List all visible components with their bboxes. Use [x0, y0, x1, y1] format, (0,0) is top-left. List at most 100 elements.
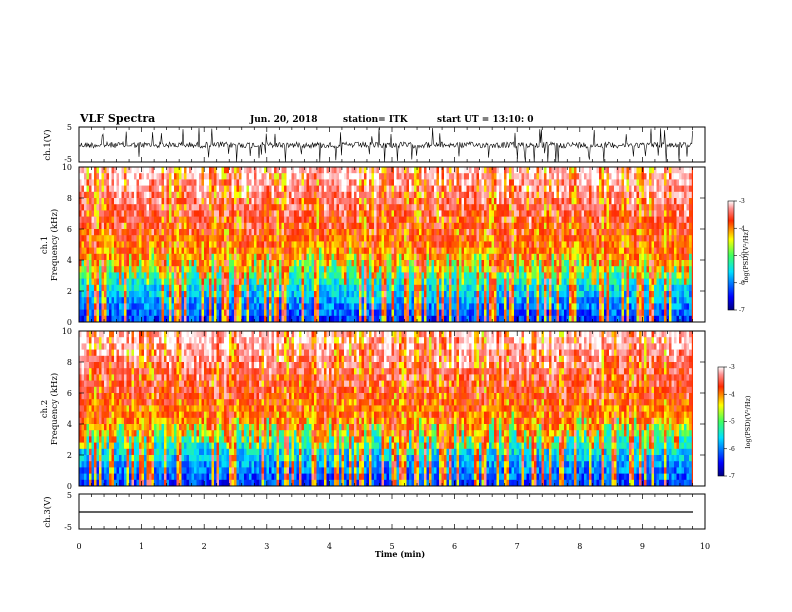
heatmap-cell	[279, 185, 282, 193]
heatmap-cell	[309, 229, 312, 236]
heatmap-cell	[204, 284, 207, 292]
heatmap-cell	[251, 291, 255, 298]
heatmap-cell	[369, 210, 372, 217]
heatmap-cell	[394, 303, 397, 310]
heatmap-cell	[194, 266, 197, 273]
heatmap-cell	[489, 278, 492, 286]
heatmap-cell	[94, 284, 97, 292]
heatmap-cell	[531, 309, 535, 317]
heatmap-cell	[221, 260, 225, 267]
heatmap-cell	[374, 204, 377, 211]
heatmap-cell	[284, 241, 287, 248]
heatmap-cell	[179, 204, 182, 211]
heatmap-cell	[464, 229, 467, 236]
heatmap-cell	[566, 210, 570, 217]
heatmap-cell	[329, 297, 332, 304]
heatmap-cell	[89, 179, 92, 186]
heatmap-cell	[96, 179, 100, 186]
heatmap-cell	[234, 229, 237, 236]
heatmap-cell	[514, 260, 517, 267]
heatmap-cell	[529, 284, 532, 292]
heatmap-cell	[499, 185, 502, 193]
heatmap-cell	[494, 253, 497, 261]
heatmap-cell	[224, 173, 227, 180]
heatmap-cell	[564, 253, 567, 261]
heatmap-cell	[296, 179, 300, 186]
heatmap-cell	[114, 272, 117, 279]
heatmap-cell	[466, 204, 470, 211]
heatmap-cell	[289, 247, 292, 255]
heatmap-cell	[279, 241, 282, 248]
heatmap-cell	[261, 216, 265, 224]
heatmap-cell	[524, 284, 527, 292]
heatmap-cell	[91, 303, 95, 310]
heatmap-cell	[289, 297, 292, 304]
heatmap-cell	[471, 210, 475, 217]
heatmap-cell	[249, 260, 252, 267]
heatmap-cell	[304, 191, 307, 199]
heatmap-cell	[366, 210, 370, 217]
heatmap-cell	[131, 204, 135, 211]
heatmap-cell	[371, 266, 375, 273]
heatmap-cell	[399, 247, 402, 255]
heatmap-cell	[331, 167, 335, 174]
heatmap-cell	[181, 173, 185, 180]
heatmap-cell	[516, 291, 520, 298]
heatmap-cell	[211, 185, 215, 193]
heatmap-cell	[146, 198, 150, 205]
heatmap-cell	[271, 235, 275, 242]
heatmap-cell	[316, 173, 320, 180]
heatmap-cell	[551, 303, 555, 310]
heatmap-cell	[561, 247, 565, 255]
heatmap-cell	[209, 309, 212, 317]
heatmap-cell	[441, 179, 445, 186]
heatmap-cell	[336, 309, 340, 317]
heatmap-cell	[86, 247, 90, 255]
heatmap-cell	[311, 253, 315, 261]
heatmap-cell	[249, 253, 252, 261]
heatmap-cell	[216, 315, 220, 323]
heatmap-cell	[414, 210, 417, 217]
heatmap-cell	[439, 247, 442, 255]
heatmap-cell	[551, 291, 555, 298]
heatmap-cell	[201, 173, 205, 180]
heatmap-cell	[526, 241, 530, 248]
heatmap-cell	[151, 173, 155, 180]
heatmap-cell	[381, 247, 385, 255]
heatmap-cell	[289, 266, 292, 273]
heatmap-cell	[196, 253, 200, 261]
heatmap-cell	[284, 315, 287, 323]
heatmap-cell	[339, 260, 342, 267]
heatmap-cell	[84, 222, 87, 230]
heatmap-cell	[466, 260, 470, 267]
heatmap-cell	[484, 297, 487, 304]
heatmap-cell	[471, 241, 475, 248]
heatmap-cell	[301, 198, 305, 205]
heatmap-cell	[291, 266, 295, 273]
heatmap-cell	[361, 253, 365, 261]
heatmap-cell	[551, 315, 555, 323]
heatmap-cell	[181, 185, 185, 193]
heatmap-cell	[324, 179, 327, 186]
heatmap-cell	[134, 191, 137, 199]
heatmap-cell	[231, 315, 235, 323]
heatmap-cell	[389, 235, 392, 242]
heatmap-cell	[256, 241, 260, 248]
heatmap-cell	[244, 291, 247, 298]
heatmap-cell	[351, 222, 355, 230]
heatmap-cell	[91, 198, 95, 205]
heatmap-cell	[261, 284, 265, 292]
heatmap-cell	[529, 185, 532, 193]
heatmap-cell	[389, 272, 392, 279]
heatmap-cell	[496, 229, 500, 236]
heatmap-cell	[296, 253, 300, 261]
heatmap-cell	[254, 284, 257, 292]
heatmap-cell	[156, 272, 160, 279]
heatmap-cell	[414, 173, 417, 180]
heatmap-cell	[394, 247, 397, 255]
heatmap-cell	[426, 216, 430, 224]
heatmap-cell	[489, 185, 492, 193]
heatmap-cell	[274, 222, 277, 230]
heatmap-cell	[556, 185, 560, 193]
heatmap-cell	[311, 235, 315, 242]
